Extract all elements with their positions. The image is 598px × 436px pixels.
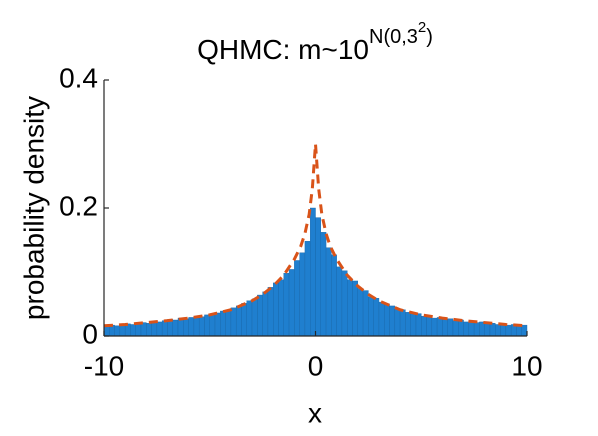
bar — [463, 321, 470, 337]
bar — [336, 266, 343, 337]
title-part: ) — [426, 26, 433, 48]
bar — [473, 322, 480, 337]
bar — [362, 290, 369, 337]
bar — [378, 301, 385, 337]
bar — [220, 310, 226, 337]
bar — [505, 324, 512, 337]
bar — [310, 207, 316, 337]
bar — [516, 325, 522, 337]
bar — [489, 323, 496, 337]
bar — [198, 316, 205, 337]
bar — [431, 317, 438, 337]
bar — [484, 323, 491, 337]
y-tick-label: 0.4 — [59, 62, 98, 93]
bar — [304, 241, 311, 337]
bar — [283, 273, 290, 337]
bar — [521, 324, 528, 337]
bar — [384, 303, 390, 337]
bar — [204, 314, 210, 337]
bar — [230, 307, 237, 337]
bar — [405, 312, 411, 337]
bar — [183, 318, 189, 337]
bar — [214, 312, 221, 337]
bar — [273, 282, 279, 337]
bar — [399, 309, 406, 337]
bar — [288, 269, 295, 337]
bar — [241, 303, 247, 337]
bar — [114, 325, 121, 337]
bar — [156, 321, 163, 337]
bar — [436, 317, 443, 337]
bar — [140, 322, 147, 337]
title-part: N(0,3 — [369, 26, 418, 48]
bar — [394, 308, 401, 337]
bar — [357, 288, 364, 337]
bar — [130, 324, 136, 337]
bar — [479, 321, 485, 337]
bar — [135, 323, 142, 337]
bar — [320, 232, 327, 337]
bar — [389, 305, 396, 337]
bar — [410, 312, 417, 337]
bar — [447, 318, 454, 337]
bar — [251, 298, 258, 337]
bar — [341, 270, 348, 337]
title-part: 2 — [418, 19, 426, 36]
bar — [193, 315, 200, 337]
bar — [347, 279, 353, 337]
bar — [458, 319, 464, 337]
bar — [294, 260, 300, 337]
bar — [426, 315, 433, 337]
chart-title: QHMC: m~10N(0,32) — [197, 19, 433, 65]
y-axis-label: probability density — [18, 96, 49, 320]
bar — [235, 305, 242, 337]
density-line — [103, 143, 528, 328]
bar — [209, 313, 216, 337]
bar — [257, 294, 263, 337]
bar — [368, 296, 374, 337]
bar — [299, 252, 306, 337]
x-axis-label: x — [308, 397, 322, 428]
bar — [452, 320, 459, 337]
bar — [177, 317, 184, 337]
x-tick-label: -10 — [84, 350, 124, 381]
bar — [146, 323, 152, 337]
bar — [315, 217, 321, 337]
bar — [373, 298, 380, 337]
bar — [352, 280, 359, 337]
bar — [172, 319, 179, 337]
bar — [262, 291, 269, 337]
bar — [161, 320, 168, 337]
bar — [325, 247, 332, 337]
bar — [246, 300, 253, 337]
bar — [421, 315, 427, 337]
bar — [415, 313, 422, 337]
bar — [468, 321, 475, 337]
bar — [278, 279, 284, 337]
bar — [103, 326, 110, 337]
y-tick-label: 0 — [82, 318, 98, 349]
plot-area — [103, 143, 528, 337]
bar — [225, 309, 232, 337]
bar — [331, 254, 337, 337]
bar — [267, 287, 274, 337]
x-tick-label: 0 — [308, 350, 324, 381]
bar — [495, 324, 501, 337]
y-tick-label: 0.2 — [59, 190, 98, 221]
title-part: QHMC: m~10 — [197, 34, 369, 65]
bar — [442, 319, 448, 337]
x-tick-label: 10 — [511, 350, 542, 381]
bar — [188, 317, 195, 337]
